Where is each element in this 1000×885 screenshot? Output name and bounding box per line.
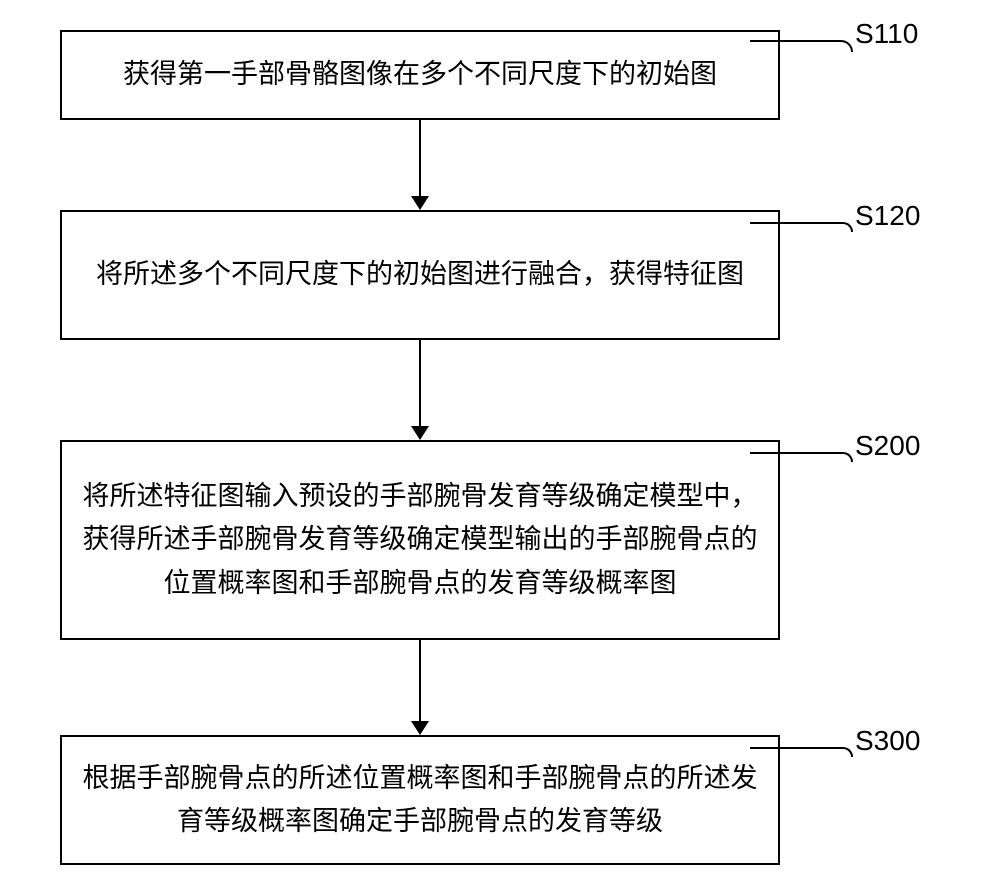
flow-step-label: S200 xyxy=(855,430,920,462)
label-connector xyxy=(750,452,853,462)
flow-step-box: 将所述特征图输入预设的手部腕骨发育等级确定模型中，获得所述手部腕骨发育等级确定模… xyxy=(60,440,780,640)
label-connector xyxy=(750,40,853,52)
flow-step-box: 获得第一手部骨骼图像在多个不同尺度下的初始图 xyxy=(60,30,780,120)
flow-arrow-line xyxy=(419,120,421,198)
flowchart-canvas: 获得第一手部骨骼图像在多个不同尺度下的初始图 S110 将所述多个不同尺度下的初始图… xyxy=(0,0,1000,885)
flow-arrow-line xyxy=(419,340,421,428)
flow-arrow-head-icon xyxy=(411,426,429,440)
flow-step-label: S120 xyxy=(855,200,920,232)
flow-step-text: 将所述特征图输入预设的手部腕骨发育等级确定模型中，获得所述手部腕骨发育等级确定模… xyxy=(82,475,758,605)
flow-step-box: 根据手部腕骨点的所述位置概率图和手部腕骨点的所述发育等级概率图确定手部腕骨点的发… xyxy=(60,735,780,865)
label-connector xyxy=(750,222,853,232)
label-connector xyxy=(750,747,853,757)
flow-step-text: 将所述多个不同尺度下的初始图进行融合，获得特征图 xyxy=(96,253,744,296)
flow-arrow-head-icon xyxy=(411,721,429,735)
flow-step-label: S300 xyxy=(855,725,920,757)
flow-step-label: S110 xyxy=(855,18,918,50)
flow-arrow-head-icon xyxy=(411,196,429,210)
flow-step-box: 将所述多个不同尺度下的初始图进行融合，获得特征图 xyxy=(60,210,780,340)
flow-arrow-line xyxy=(419,640,421,723)
flow-step-text: 获得第一手部骨骼图像在多个不同尺度下的初始图 xyxy=(123,53,717,96)
flow-step-text: 根据手部腕骨点的所述位置概率图和手部腕骨点的所述发育等级概率图确定手部腕骨点的发… xyxy=(82,757,758,843)
